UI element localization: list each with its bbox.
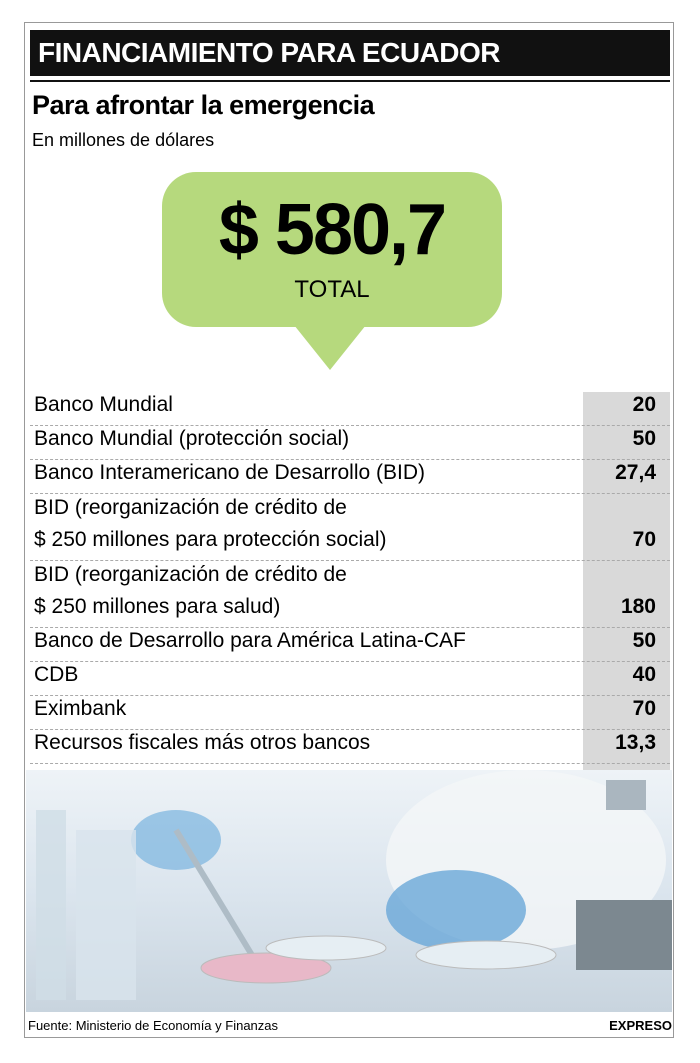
total-label: TOTAL: [294, 276, 370, 303]
row-label: Banco de Desarrollo para América Latina-…: [34, 625, 466, 657]
table-row: Banco Mundial (protección social) 50: [30, 426, 670, 460]
row-value: 40: [632, 663, 656, 686]
rule: [30, 80, 670, 82]
bubble-tail: [290, 320, 370, 370]
row-value: 13,3: [615, 731, 656, 754]
total-value: $ 580,7: [218, 190, 447, 270]
brand: EXPRESO: [609, 1018, 672, 1033]
photo: [26, 770, 672, 1012]
frame: [24, 22, 674, 1038]
subtitle: Para afrontar la emergencia: [32, 90, 375, 120]
table-row: CDB 40: [30, 662, 670, 696]
row-value: 180: [620, 595, 656, 618]
row-value: 70: [632, 697, 656, 720]
row-label-line: Eximbank: [34, 697, 127, 720]
row-label-line: Recursos fiscales más otros bancos: [34, 731, 371, 754]
row-label: BID (reorganización de crédito de $ 250 m…: [34, 492, 387, 556]
row-label: Banco Mundial: [34, 389, 173, 421]
row-value: 27,4: [615, 461, 656, 484]
title: FINANCIAMIENTO PARA ECUADOR: [38, 37, 500, 68]
table-row: Banco Mundial 20: [30, 392, 670, 426]
table-row: BID (reorganización de crédito de $ 250 m…: [30, 561, 670, 628]
row-label-line: Banco Mundial: [34, 393, 173, 416]
row-value: 50: [632, 629, 656, 652]
row-label-line: $ 250 millones para protección social): [34, 528, 387, 551]
table-row: Banco de Desarrollo para América Latina-…: [30, 628, 670, 662]
row-label-line: CDB: [34, 663, 79, 686]
unit: En millones de dólares: [32, 130, 215, 150]
row-label: Recursos fiscales más otros bancos: [34, 727, 370, 759]
row-label-line: $ 250 millones para salud): [34, 595, 281, 618]
total-bubble: $ 580,7 TOTAL: [162, 172, 502, 327]
row-label-line: BID (reorganización de crédito de: [34, 563, 347, 586]
row-label-line: Banco de Desarrollo para América Latina-…: [34, 629, 466, 652]
source: Fuente: Ministerio de Economía y Finanza…: [28, 1018, 279, 1033]
row-label: Eximbank: [34, 693, 126, 725]
row-label: Banco Mundial (protección social): [34, 423, 349, 455]
table-row: Eximbank 70: [30, 696, 670, 730]
row-label: Banco Interamericano de Desarrollo (BID): [34, 457, 425, 489]
row-label-line: Banco Mundial (protección social): [34, 427, 350, 450]
table-row: Banco Interamericano de Desarrollo (BID)…: [30, 460, 670, 494]
row-label-line: Banco Interamericano de Desarrollo (BID): [34, 461, 426, 484]
row-value: 70: [632, 528, 656, 551]
table-row: Recursos fiscales más otros bancos 13,3: [30, 730, 670, 764]
table-row: BID (reorganización de crédito de $ 250 m…: [30, 494, 670, 561]
row-value: 20: [632, 393, 656, 416]
row-label: CDB: [34, 659, 78, 691]
row-value: 50: [632, 427, 656, 450]
row-label: BID (reorganización de crédito de $ 250 m…: [34, 559, 347, 623]
value-column: [583, 392, 670, 770]
title-bar: FINANCIAMIENTO PARA ECUADOR: [30, 30, 670, 76]
row-label-line: BID (reorganización de crédito de: [34, 496, 347, 519]
